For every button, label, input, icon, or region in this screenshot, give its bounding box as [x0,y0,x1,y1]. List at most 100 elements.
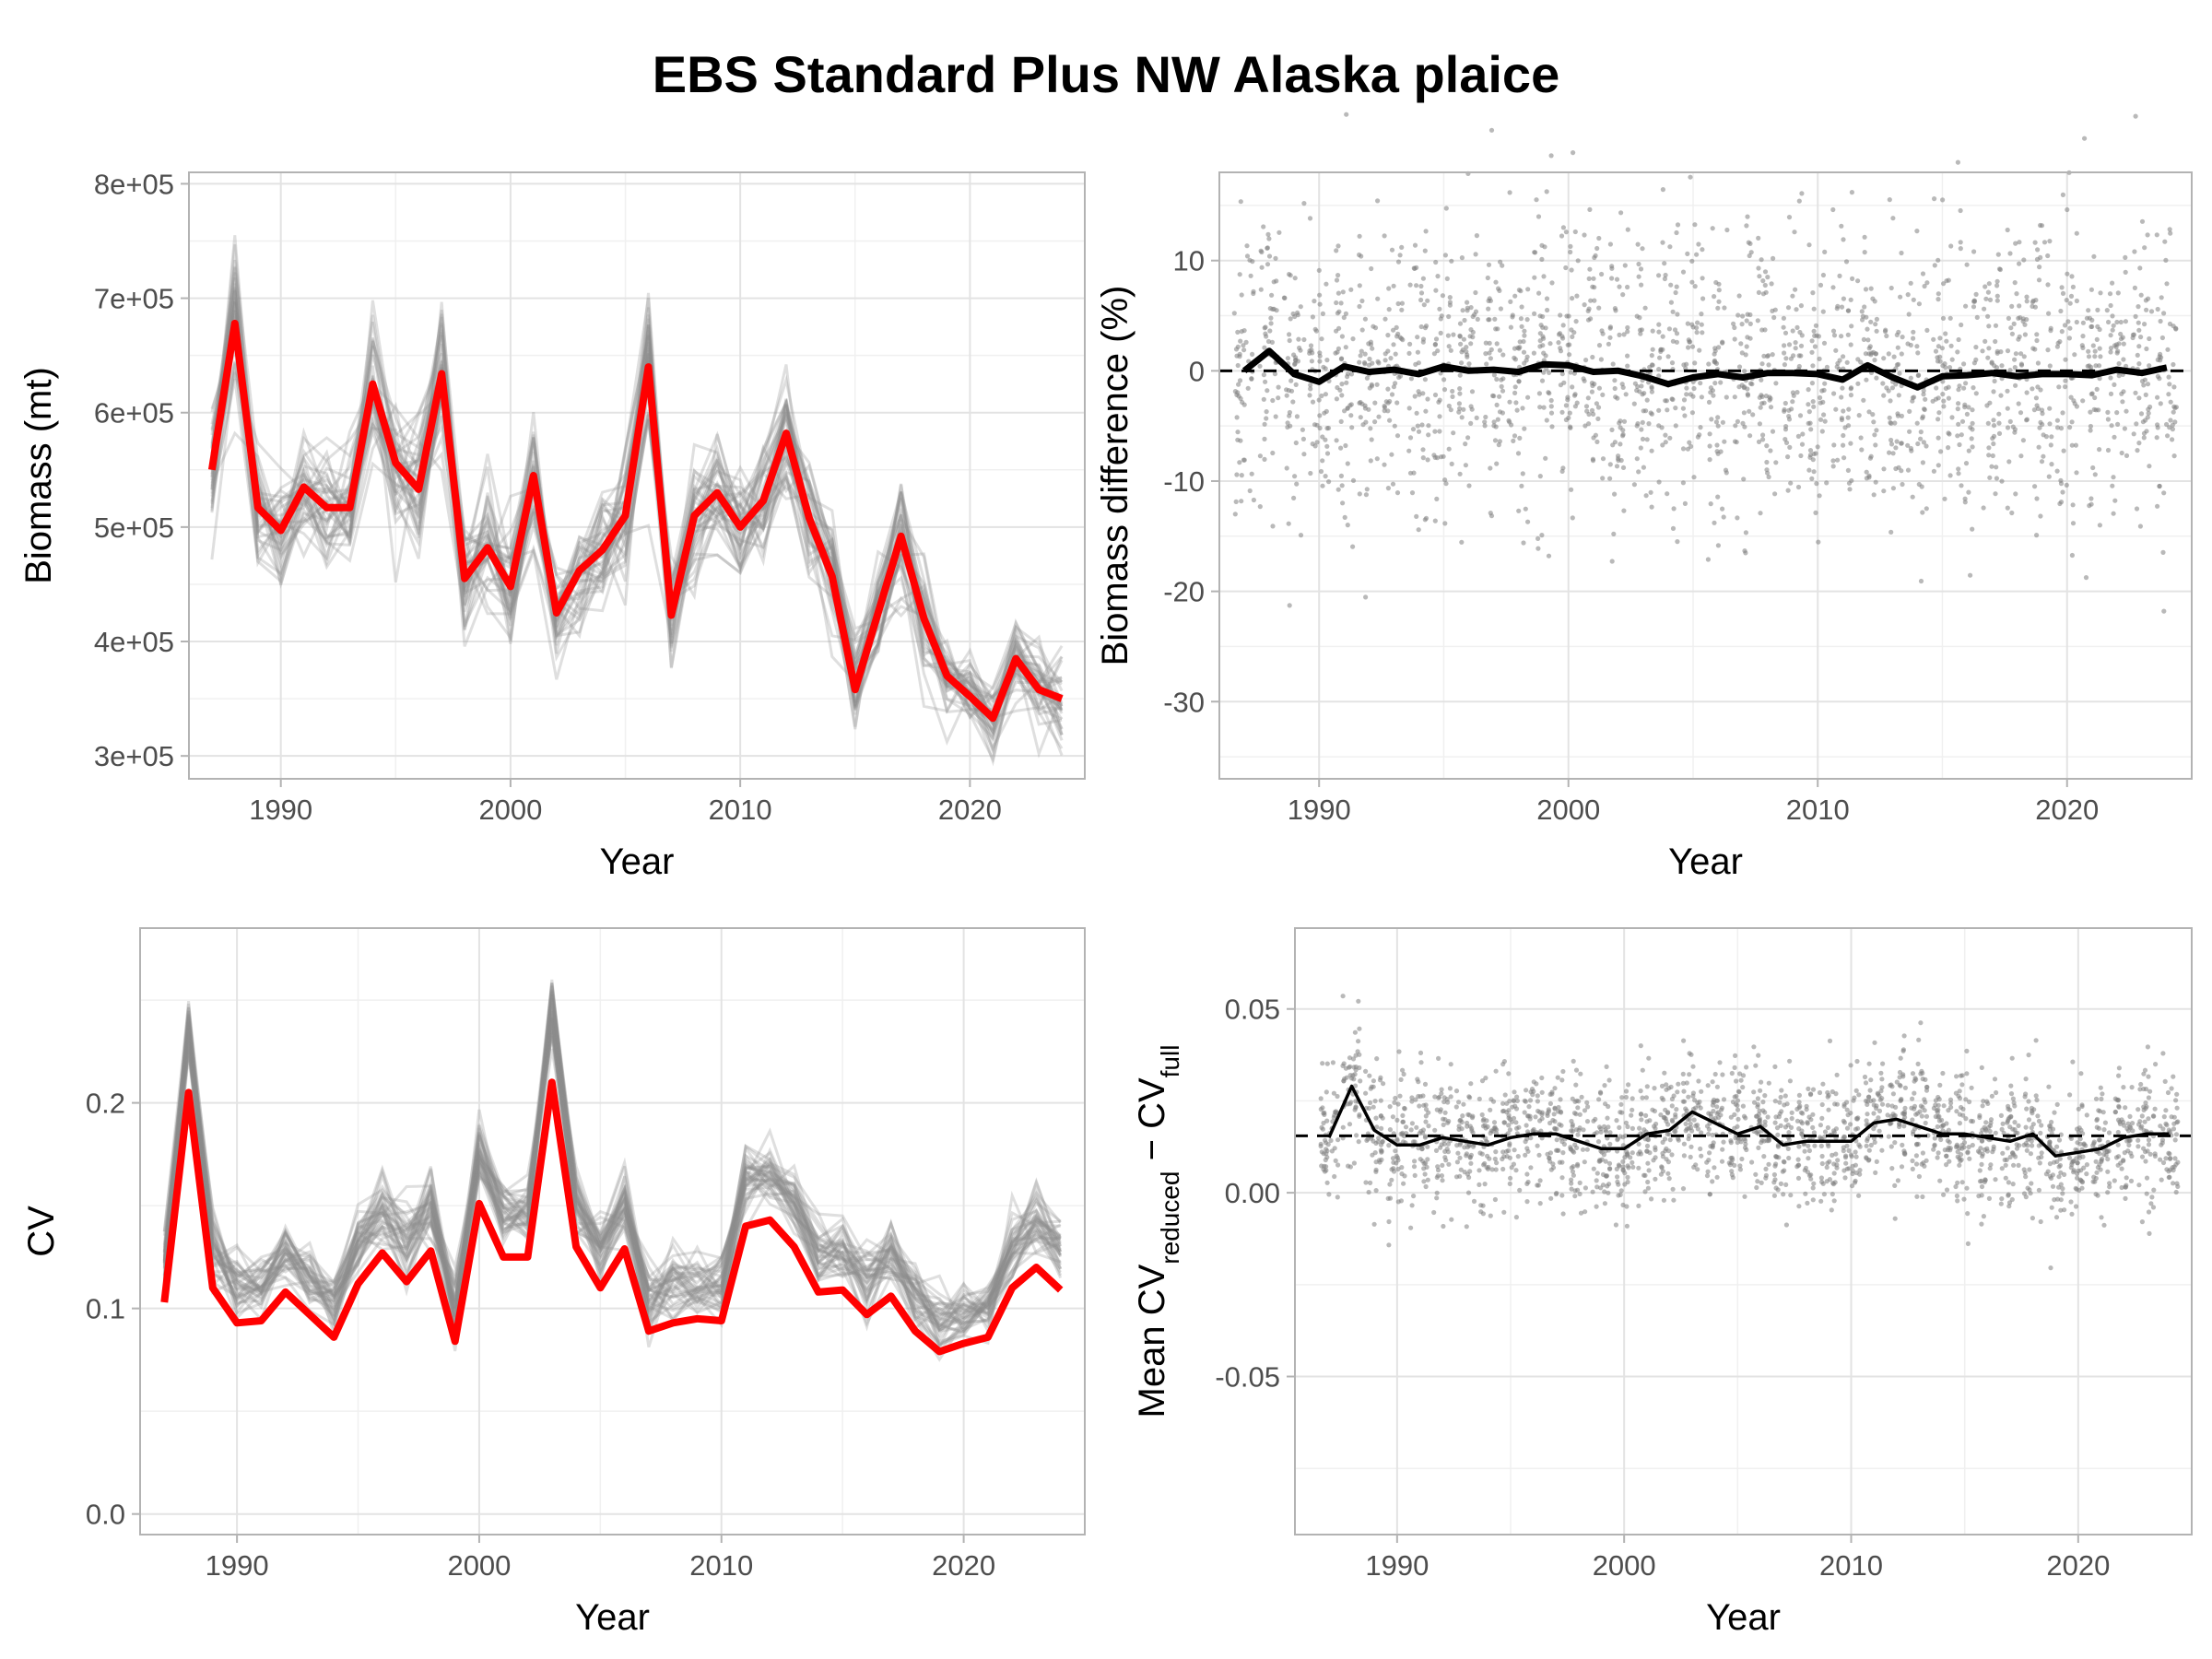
replicate-point [1374,1056,1380,1062]
replicate-point [1833,1126,1839,1132]
replicate-point [1789,1115,1794,1122]
replicate-point [1285,420,1290,426]
replicate-point [1284,465,1289,471]
replicate-point [1351,1160,1357,1166]
replicate-point [1385,386,1391,392]
replicate-point [2052,1110,2057,1115]
replicate-point [1412,1139,1418,1145]
replicate-point [1630,1159,1635,1165]
replicate-point [1493,1068,1499,1074]
replicate-point [1465,305,1470,311]
replicate-point [2086,354,2092,359]
replicate-point [1442,1148,1448,1154]
replicate-point [1373,1167,1379,1172]
replicate-point [1642,305,1648,311]
replicate-point [1420,276,1426,281]
replicate-point [1682,500,1688,507]
replicate-point [1271,279,1277,285]
replicate-point [1394,1117,1400,1123]
replicate-point [1806,1114,1812,1120]
replicate-point [1660,187,1665,193]
replicate-point [1964,262,1970,267]
replicate-point [1766,362,1771,368]
replicate-point [1350,544,1356,549]
replicate-point [1837,273,1842,278]
replicate-point [2142,377,2147,382]
replicate-point [1552,1086,1558,1091]
replicate-point [2118,331,2124,337]
replicate-point [1535,1108,1541,1114]
replicate-point [2037,425,2042,430]
replicate-point [1589,407,1595,413]
replicate-point [2063,378,2068,383]
replicate-point [2115,290,2121,296]
replicate-point [1447,295,1453,300]
replicate-point [1493,1149,1499,1155]
replicate-point [1432,429,1438,434]
x-tick-label: 1990 [1365,1549,1429,1582]
replicate-point [1879,1101,1886,1107]
replicate-point [1797,329,1803,335]
replicate-point [1619,382,1625,387]
replicate-point [2014,291,2019,297]
replicate-point [1621,508,1627,513]
replicate-point [1420,391,1426,396]
replicate-point [1900,1142,1905,1147]
replicate-point [1376,1135,1382,1141]
replicate-point [1431,1209,1437,1216]
replicate-point [1583,358,1589,363]
replicate-point [1396,374,1402,380]
replicate-point [1261,224,1266,229]
replicate-point [2105,417,2111,422]
replicate-point [2080,345,2086,350]
replicate-point [1466,361,1472,367]
replicate-point [1547,1100,1553,1106]
replicate-point [1418,324,1424,330]
replicate-point [1401,1134,1407,1139]
replicate-point [2035,360,2041,366]
replicate-point [1850,1163,1855,1169]
replicate-point [1269,292,1275,298]
replicate-point [1233,347,1240,352]
replicate-point [1548,410,1555,416]
replicate-point [2136,441,2142,446]
replicate-point [1873,1170,1878,1175]
replicate-point [1596,343,1603,348]
replicate-point [1439,1090,1444,1097]
replicate-point [1239,473,1244,478]
replicate-point [1689,258,1695,264]
replicate-point [2096,407,2101,413]
replicate-point [1391,1159,1396,1165]
replicate-point [1525,287,1531,292]
replicate-point [2063,357,2068,362]
replicate-point [1288,316,1293,322]
replicate-point [2085,363,2090,369]
replicate-point [1491,1120,1498,1125]
replicate-point [1501,1209,1507,1215]
replicate-point [1563,265,1569,271]
replicate-point [1987,1128,1993,1135]
replicate-point [2105,1157,2111,1162]
replicate-point [2039,459,2045,465]
replicate-point [1335,1137,1341,1143]
replicate-point [1335,384,1340,391]
replicate-point [1973,391,1979,396]
replicate-point [1937,359,1943,364]
replicate-point [1964,1048,1970,1053]
replicate-point [1235,329,1241,335]
replicate-point [1412,242,1418,248]
replicate-point [2154,435,2159,441]
replicate-point [1512,1103,1518,1109]
replicate-point [1606,1182,1612,1187]
replicate-point [1339,382,1345,387]
replicate-line [162,1019,1062,1339]
replicate-point [2131,332,2136,337]
replicate-point [1582,302,1587,308]
replicate-point [1312,299,1317,304]
replicate-point [1819,1153,1825,1159]
replicate-point [1514,1098,1520,1103]
replicate-point [1781,315,1786,321]
replicate-point [1535,1093,1540,1099]
replicate-point [1232,389,1238,394]
replicate-point [1844,1143,1850,1148]
